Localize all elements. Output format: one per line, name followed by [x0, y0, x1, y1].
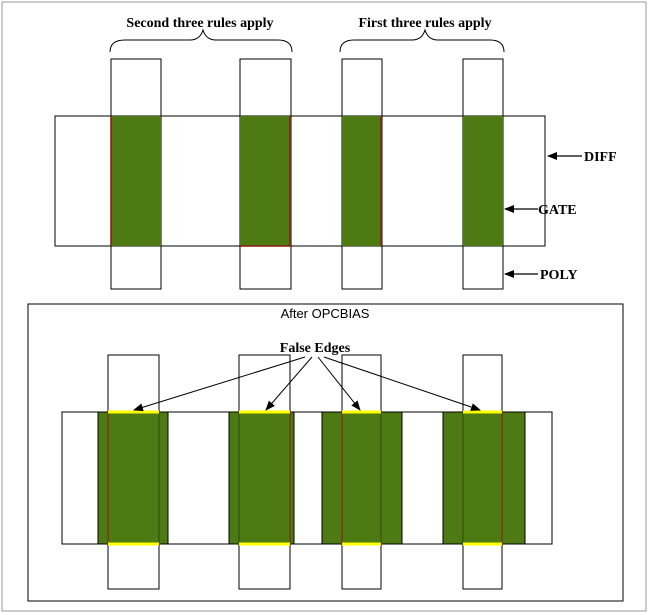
bottom-diagram: After OPCBIAS False Edges	[27, 303, 624, 602]
gate-region	[111, 116, 161, 246]
brace-left-label: Second three rules apply	[126, 16, 273, 31]
gate-region	[463, 116, 503, 246]
gate-region-biased	[97, 411, 169, 545]
gate-region	[240, 116, 291, 246]
false-edges-label: False Edges	[280, 341, 351, 356]
gate-region-biased	[442, 411, 526, 545]
bottom-panel-frame	[27, 303, 624, 602]
diff-region	[54, 115, 546, 247]
diff-region	[61, 411, 553, 545]
false-edge-arrow	[317, 356, 361, 411]
gate-region-biased	[321, 411, 403, 545]
brace-right	[339, 28, 505, 53]
false-edge-arrow	[323, 356, 481, 411]
brace-left	[109, 28, 293, 53]
poly-label: POLY	[540, 268, 578, 283]
false-edge-arrow	[265, 356, 313, 411]
bottom-panel-title: After OPCBIAS	[281, 306, 370, 321]
false-edge-arrow	[133, 356, 306, 412]
brace-right-label: First three rules apply	[358, 16, 491, 31]
diff-label: DIFF	[584, 150, 617, 165]
gate-region	[342, 116, 382, 246]
gate-label: GATE	[538, 203, 577, 218]
top-diagram: Second three rules apply First three rul…	[54, 16, 617, 290]
